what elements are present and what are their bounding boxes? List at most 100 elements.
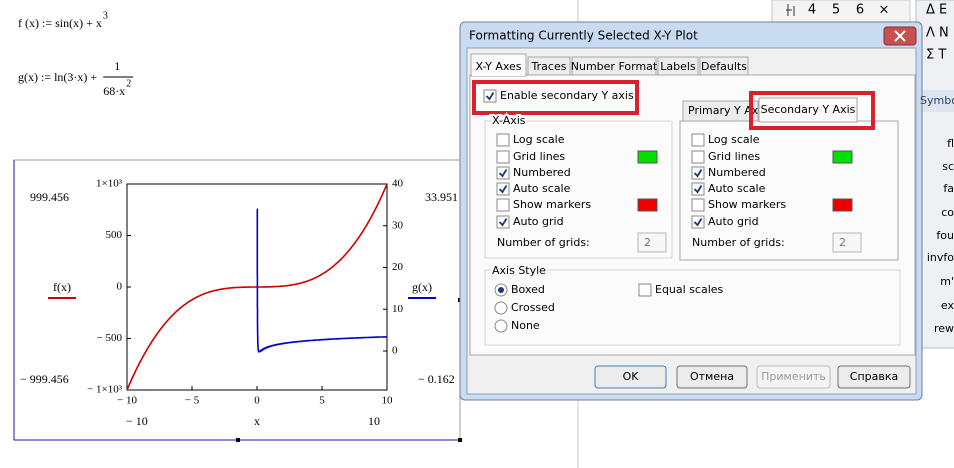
y-tick-label: 0 <box>117 281 123 293</box>
checkbox[interactable] <box>496 182 510 196</box>
checkbox[interactable] <box>691 133 705 147</box>
field-value: 2 <box>644 236 651 249</box>
checkmark <box>693 185 703 194</box>
toolbar-button: 4 <box>808 3 816 18</box>
limit-label: − 999.456 <box>20 372 69 386</box>
sidebar-header <box>918 90 954 112</box>
checkbox[interactable] <box>691 198 705 212</box>
sidebar-item: invfo <box>927 251 954 264</box>
button-label: Применить <box>761 370 826 383</box>
button[interactable] <box>837 365 911 389</box>
radio-dot <box>498 287 504 293</box>
number-field[interactable] <box>637 232 667 253</box>
checkbox-label: Enable secondary Y axis <box>500 89 634 102</box>
y2-tick-label: 20 <box>392 261 404 273</box>
exponent: 2 <box>126 78 131 89</box>
axis-style-group <box>484 269 901 346</box>
checkbox[interactable] <box>691 215 705 229</box>
sidebar-title: Symbo <box>920 94 954 107</box>
checkbox-label: Log scale <box>708 133 760 146</box>
checkbox[interactable] <box>691 166 705 180</box>
checkbox[interactable] <box>496 150 510 164</box>
tab[interactable] <box>571 56 657 76</box>
number-field[interactable] <box>832 232 862 253</box>
checkmark <box>693 169 703 178</box>
limit-label: 999.456 <box>30 190 69 204</box>
sidebar-item: fa <box>943 182 954 195</box>
trace-label: f(x) <box>53 280 71 294</box>
checkbox[interactable] <box>691 182 705 196</box>
color-swatch[interactable] <box>832 198 853 212</box>
checkbox-label: Show markers <box>708 198 786 211</box>
tab[interactable] <box>657 56 699 76</box>
symbol-row: Σ Τ <box>926 48 946 63</box>
equation: f (x) := sin(x) + x <box>18 16 102 30</box>
checkbox[interactable] <box>483 89 497 103</box>
resize-handle[interactable] <box>458 438 462 442</box>
symbol-row: Δ Ε <box>926 3 947 18</box>
sidebar-item: fl <box>947 137 954 150</box>
tab-label: Traces <box>531 60 567 73</box>
checkbox-label: Log scale <box>513 133 565 146</box>
limit-label: − 10 <box>126 414 148 428</box>
button[interactable] <box>594 365 667 389</box>
y-tick-label: 500 <box>106 229 123 241</box>
tab-label: Number Format <box>571 60 658 73</box>
limit-label: 33.951 <box>425 190 458 204</box>
checkbox[interactable] <box>496 133 510 147</box>
field-label: Number of grids: <box>692 236 785 249</box>
button[interactable] <box>676 365 748 389</box>
sidebar-item: ex <box>941 299 954 312</box>
sidebar-item: rew <box>934 322 954 335</box>
trace-g <box>256 208 387 353</box>
tab[interactable] <box>699 56 749 76</box>
sidebar-item: fou <box>936 229 954 242</box>
radio-label: Crossed <box>511 301 555 314</box>
plot-region <box>13 159 461 441</box>
exponent: 3 <box>103 10 108 21</box>
symbol-row: Λ Ν <box>926 26 949 41</box>
checkbox-label: Equal scales <box>655 283 724 296</box>
sidebar-item: m' <box>940 275 954 288</box>
x-tick-label: − 5 <box>185 395 200 407</box>
y2-tick-label: 30 <box>392 219 404 231</box>
radio[interactable] <box>494 301 508 315</box>
tab[interactable] <box>758 97 858 123</box>
color-swatch[interactable] <box>637 198 658 212</box>
dialog-title: Formatting Currently Selected X-Y Plot <box>469 29 698 43</box>
y-tick-label: − 500 <box>97 332 123 344</box>
group-title: X-Axis <box>492 114 526 127</box>
resize-handle[interactable] <box>236 438 240 442</box>
checkbox-label: Grid lines <box>513 150 565 163</box>
tab-label: Primary Y Axis <box>688 104 767 117</box>
button-label: Отмена <box>690 370 734 383</box>
button-label: OK <box>623 370 640 383</box>
toolbar-button: 6 <box>856 3 864 18</box>
button <box>756 365 831 389</box>
checkmark <box>498 169 508 178</box>
tab[interactable] <box>527 56 571 76</box>
checkbox[interactable] <box>496 166 510 180</box>
toolbar-button: 5 <box>832 3 840 18</box>
tab-label: X-Y Axes <box>475 60 521 73</box>
y2-tick-label: 10 <box>392 303 404 315</box>
checkbox[interactable] <box>496 198 510 212</box>
toolbar-icon <box>786 4 795 16</box>
radio[interactable] <box>494 319 508 333</box>
highlight <box>472 80 639 115</box>
checkbox[interactable] <box>691 150 705 164</box>
checkbox-label: Numbered <box>513 166 571 179</box>
trace-label: g(x) <box>412 280 432 294</box>
x-axis-group <box>484 120 673 259</box>
tab[interactable] <box>682 100 759 122</box>
y2-tick-label: 40 <box>392 178 404 190</box>
field-label: Number of grids: <box>497 236 590 249</box>
checkbox[interactable] <box>638 283 652 297</box>
checkbox[interactable] <box>496 215 510 229</box>
color-swatch[interactable] <box>832 150 853 164</box>
color-swatch[interactable] <box>637 150 658 164</box>
y2-tick-label: 0 <box>392 345 398 357</box>
checkmark <box>498 218 508 227</box>
x-tick-label: − 10 <box>117 395 137 407</box>
